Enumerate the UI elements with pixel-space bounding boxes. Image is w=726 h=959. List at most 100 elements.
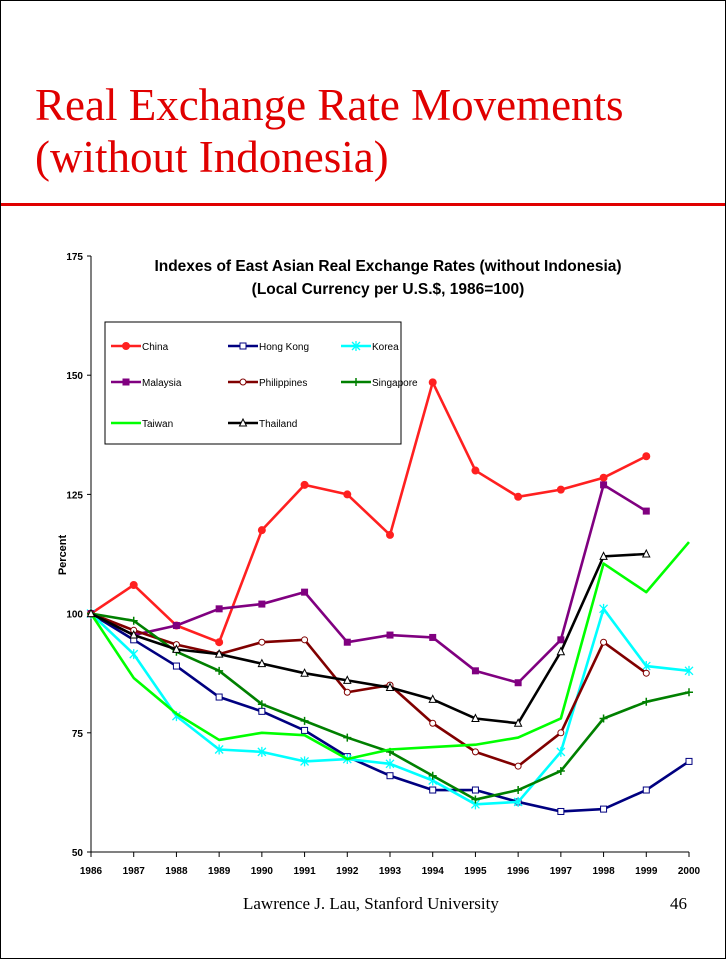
chart-series [86, 378, 694, 815]
series-line-china [90, 381, 647, 644]
point-hong-kong [600, 805, 608, 813]
y-tick-label: 175 [66, 252, 83, 263]
series-line-thailand [90, 552, 647, 725]
point-hong-kong [386, 772, 394, 780]
point-philippines [514, 762, 522, 770]
point-malaysia [215, 605, 223, 613]
series-line-taiwan [89, 541, 690, 761]
point-china [386, 530, 394, 539]
legend-label: Philippines [259, 378, 307, 389]
point-malaysia [557, 636, 565, 644]
x-tick-label-1986: 1986 [80, 866, 103, 877]
legend-label: Singapore [372, 378, 418, 389]
point-singapore [471, 795, 480, 804]
point-korea [129, 649, 139, 660]
exchange-rate-chart: 50 75 100 125 150 175 1986 1987 1988 1989 1990 1991… [57, 252, 701, 877]
x-tick-label-2000: 2000 [678, 866, 701, 877]
series-line-philippines [90, 612, 648, 768]
series-line-singapore [90, 612, 690, 801]
x-tick-label-1998: 1998 [592, 866, 615, 877]
point-singapore [257, 700, 266, 709]
point-korea [300, 756, 310, 767]
y-tick-label: 75 [72, 729, 84, 740]
point-malaysia [258, 600, 266, 608]
legend-item-hong-kong: Hong Kong [228, 342, 309, 353]
y-tick-label: 125 [66, 490, 83, 501]
point-philippines [343, 688, 351, 696]
legend-marker [239, 378, 247, 386]
page-number: 46 [670, 894, 687, 913]
point-philippines [557, 729, 565, 737]
series-taiwan [89, 541, 690, 761]
y-tick-label: 150 [66, 371, 83, 382]
point-china [599, 473, 608, 482]
point-hong-kong [685, 757, 693, 765]
legend-marker [122, 378, 130, 386]
legend-label: China [142, 342, 169, 353]
point-korea [385, 758, 395, 769]
point-singapore [599, 714, 608, 723]
x-tick-label-1993: 1993 [379, 866, 402, 877]
point-china [556, 485, 565, 494]
legend-marker [239, 342, 247, 350]
point-malaysia [429, 633, 437, 641]
point-malaysia [386, 631, 394, 639]
point-singapore [556, 766, 565, 775]
point-malaysia [600, 481, 608, 489]
x-tick-label-1988: 1988 [165, 866, 188, 877]
series-line-malaysia [90, 483, 647, 685]
point-philippines [301, 636, 309, 644]
point-philippines [642, 669, 650, 677]
x-tick-label-1992: 1992 [336, 866, 359, 877]
x-tick-label-1991: 1991 [293, 866, 316, 877]
point-china [428, 378, 437, 387]
point-singapore [428, 771, 437, 780]
point-thailand [599, 551, 608, 560]
point-korea [684, 665, 694, 676]
legend-item-china: China [111, 342, 169, 353]
point-malaysia [514, 679, 522, 687]
point-singapore [685, 688, 693, 697]
y-tick-label: 100 [66, 610, 83, 621]
legend-label: Malaysia [142, 378, 182, 389]
point-hong-kong [258, 707, 266, 715]
point-singapore [514, 786, 523, 795]
chart-title: Indexes of East Asian Real Exchange Rate… [154, 258, 621, 275]
point-singapore [300, 716, 309, 725]
point-china [257, 526, 266, 535]
title-underline [1, 203, 725, 206]
chart-labels: Indexes of East Asian Real Exchange Rate… [57, 258, 622, 575]
point-hong-kong [642, 786, 650, 794]
x-tick-label-1996: 1996 [507, 866, 530, 877]
point-thailand [513, 718, 523, 727]
point-hong-kong [215, 693, 223, 701]
point-philippines [471, 748, 479, 756]
legend-item-taiwan: Taiwan [111, 419, 173, 430]
point-singapore [215, 666, 224, 675]
point-korea [556, 746, 566, 757]
point-korea [214, 744, 224, 755]
point-thailand [257, 658, 267, 668]
x-tick-label-1994: 1994 [422, 866, 445, 877]
legend-label: Taiwan [142, 419, 173, 430]
point-singapore [129, 616, 138, 625]
point-china [129, 580, 138, 589]
legend-label: Hong Kong [259, 342, 309, 353]
point-thailand [428, 694, 438, 703]
point-china [514, 492, 523, 501]
point-hong-kong [172, 662, 180, 670]
point-hong-kong [301, 726, 309, 734]
slide-title-line-1: Real Exchange Rate Movements [35, 80, 624, 130]
legend-label: Korea [372, 342, 399, 353]
point-hong-kong [471, 786, 479, 794]
legend-marker [238, 417, 248, 427]
point-china [215, 638, 224, 647]
point-china [642, 452, 651, 461]
chart-subtitle: (Local Currency per U.S.$, 1986=100) [252, 281, 525, 298]
x-tick-label-1989: 1989 [208, 866, 231, 877]
point-korea [641, 661, 651, 672]
chart-legend: China Hong Kong Korea Malaysia Philippines Si… [104, 321, 418, 445]
point-china [471, 466, 480, 475]
series-korea [86, 603, 694, 810]
